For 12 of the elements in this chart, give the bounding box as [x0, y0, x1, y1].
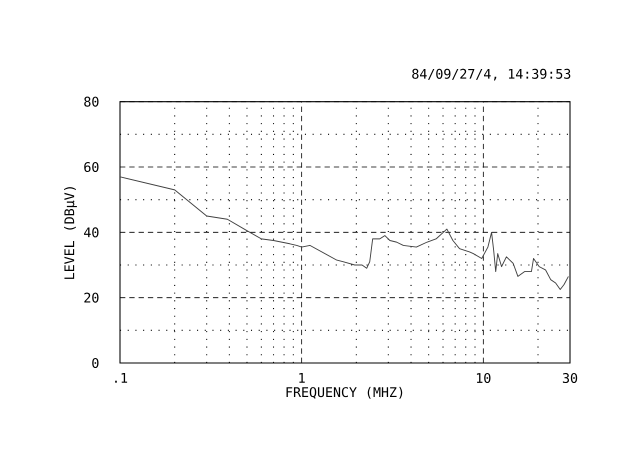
x-tick-label: .1 [115, 373, 128, 383]
y-tick-label: 40 [84, 227, 99, 238]
x-tick-label: 10 [476, 372, 490, 384]
y-tick-label: 20 [84, 292, 99, 303]
x-tick-label: 1 [299, 373, 305, 383]
y-tick-label: 60 [84, 162, 99, 172]
x-tick-label: 30 [562, 372, 578, 384]
x-axis-title: FREQUENCY (MHZ) [286, 386, 402, 399]
chart-subtitle: 84/09/27/4, 14:39:53 [412, 68, 570, 81]
y-tick-label: 0 [92, 358, 99, 368]
y-tick-label: 80 [84, 96, 99, 107]
y-axis-title: LEVEL (DBμV) [64, 187, 77, 279]
